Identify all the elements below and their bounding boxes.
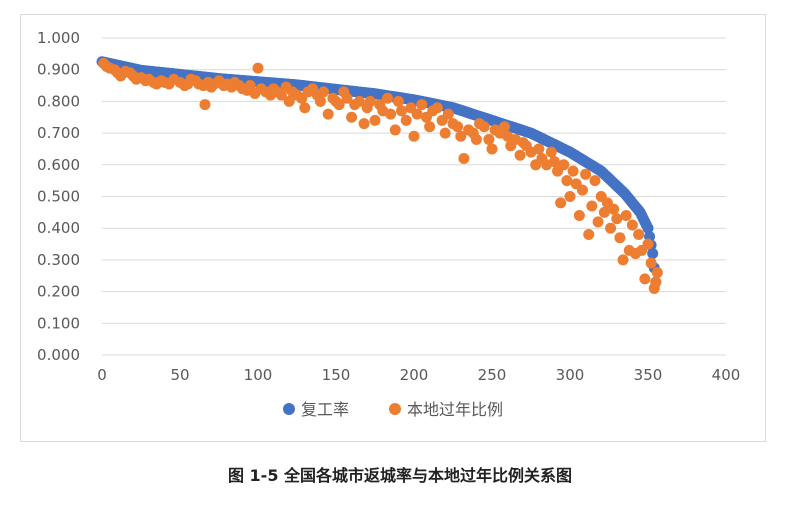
series-2-point (639, 273, 651, 285)
series-2-point (558, 159, 570, 171)
series-2-point (431, 102, 443, 114)
series-2-point (346, 111, 358, 123)
series-2-point (620, 210, 632, 222)
x-tick-label: 150 (322, 366, 351, 384)
series-2-point (252, 62, 264, 74)
y-tick-label: 0.200 (37, 283, 80, 301)
x-tick-label: 300 (556, 366, 585, 384)
series-2-point (199, 99, 211, 111)
series-1-point (647, 248, 659, 260)
scatter-chart: 0.000 0.100 0.200 0.300 0.400 0.500 0.600 0.700… (37, 29, 741, 419)
series-2-point (555, 197, 567, 209)
series-2-point (392, 95, 404, 107)
legend-label-series-2: 本地过年比例 (407, 400, 503, 419)
series-2-point (650, 276, 662, 288)
series-2-point (614, 232, 626, 244)
series-2-point (589, 175, 601, 187)
series-2-point (411, 108, 423, 120)
series-2-point (626, 219, 638, 231)
series-2-point (605, 222, 617, 234)
y-tick-label: 0.700 (37, 124, 80, 142)
series-2-point (364, 95, 376, 107)
series-2-point (514, 149, 526, 161)
series-2-point (633, 229, 645, 241)
series-2-point (498, 121, 510, 133)
series-2-point (561, 175, 573, 187)
series-2-point (598, 206, 610, 218)
series-2-point (573, 210, 585, 222)
series-2-point (275, 89, 287, 101)
y-tick-label: 0.100 (37, 314, 80, 332)
series-2-point (533, 143, 545, 155)
series-2-point (564, 191, 576, 202)
series-2-point (416, 99, 428, 111)
series-2-point (353, 95, 365, 107)
series-2-point (442, 108, 454, 120)
series-2-point (567, 165, 579, 177)
y-tick-label: 0.300 (37, 251, 80, 269)
series-2-point (478, 121, 490, 133)
x-tick-label: 200 (400, 366, 429, 384)
series-1-point (642, 222, 654, 234)
series-2-point (424, 121, 436, 133)
series-2-point (318, 86, 330, 98)
y-tick-label: 0.500 (37, 188, 80, 206)
legend-label-series-1: 复工率 (301, 400, 349, 419)
y-tick-label: 0.600 (37, 156, 80, 174)
y-tick-label: 1.000 (37, 29, 80, 47)
figure-caption: 图 1-5 全国各城市返城率与本地过年比例关系图 (227, 466, 573, 485)
series-2-point (314, 95, 326, 107)
series-2-point (583, 229, 595, 241)
series-2-point (400, 114, 412, 126)
series-2-point (642, 238, 654, 250)
series-2-point (645, 257, 657, 269)
series-2-point (396, 105, 408, 117)
series-2-point (580, 168, 592, 180)
series-2-point (322, 108, 334, 120)
series-2-point (586, 200, 598, 212)
chart-frame: 0.000 0.100 0.200 0.300 0.400 0.500 0.600 0.700… (20, 14, 766, 442)
y-tick-label: 0.800 (37, 92, 80, 110)
series-2-point (385, 108, 397, 120)
series-2-point (299, 102, 311, 114)
x-tick-label: 100 (244, 366, 273, 384)
series-2-point (592, 216, 604, 228)
series-2-point (452, 121, 464, 133)
series-2-point (389, 124, 401, 136)
series-2-point (608, 203, 620, 215)
series-2-point (408, 130, 420, 142)
series-2-point (483, 133, 495, 145)
series-2-point (455, 130, 467, 142)
series-2-point (333, 99, 345, 111)
series-2-point (244, 80, 256, 92)
y-tick-label: 0.400 (37, 219, 80, 237)
x-tick-label: 50 (170, 366, 189, 384)
y-tick-label: 0.900 (37, 61, 80, 79)
series-2-point (651, 267, 663, 279)
series-2-point (617, 254, 629, 266)
x-tick-label: 0 (97, 366, 107, 384)
legend-marker-series-1 (283, 403, 295, 415)
series-2-point (470, 133, 482, 145)
legend-marker-series-2 (389, 403, 401, 415)
x-tick-label: 350 (634, 366, 663, 384)
series-2-point (358, 118, 370, 130)
series-2-point (439, 127, 451, 139)
series-2-point (576, 184, 588, 196)
series-2-point (381, 92, 393, 104)
x-tick-label: 400 (712, 366, 741, 384)
series-2-point (611, 213, 623, 225)
series-2-point (548, 156, 560, 168)
series-2-point (369, 114, 381, 126)
y-tick-label: 0.000 (37, 346, 80, 364)
series-2-point (458, 152, 470, 164)
series-2-point (486, 143, 498, 155)
x-tick-label: 250 (478, 366, 507, 384)
series-2-point (283, 95, 295, 107)
series-2-point (545, 146, 557, 158)
series-2-point (341, 92, 353, 104)
